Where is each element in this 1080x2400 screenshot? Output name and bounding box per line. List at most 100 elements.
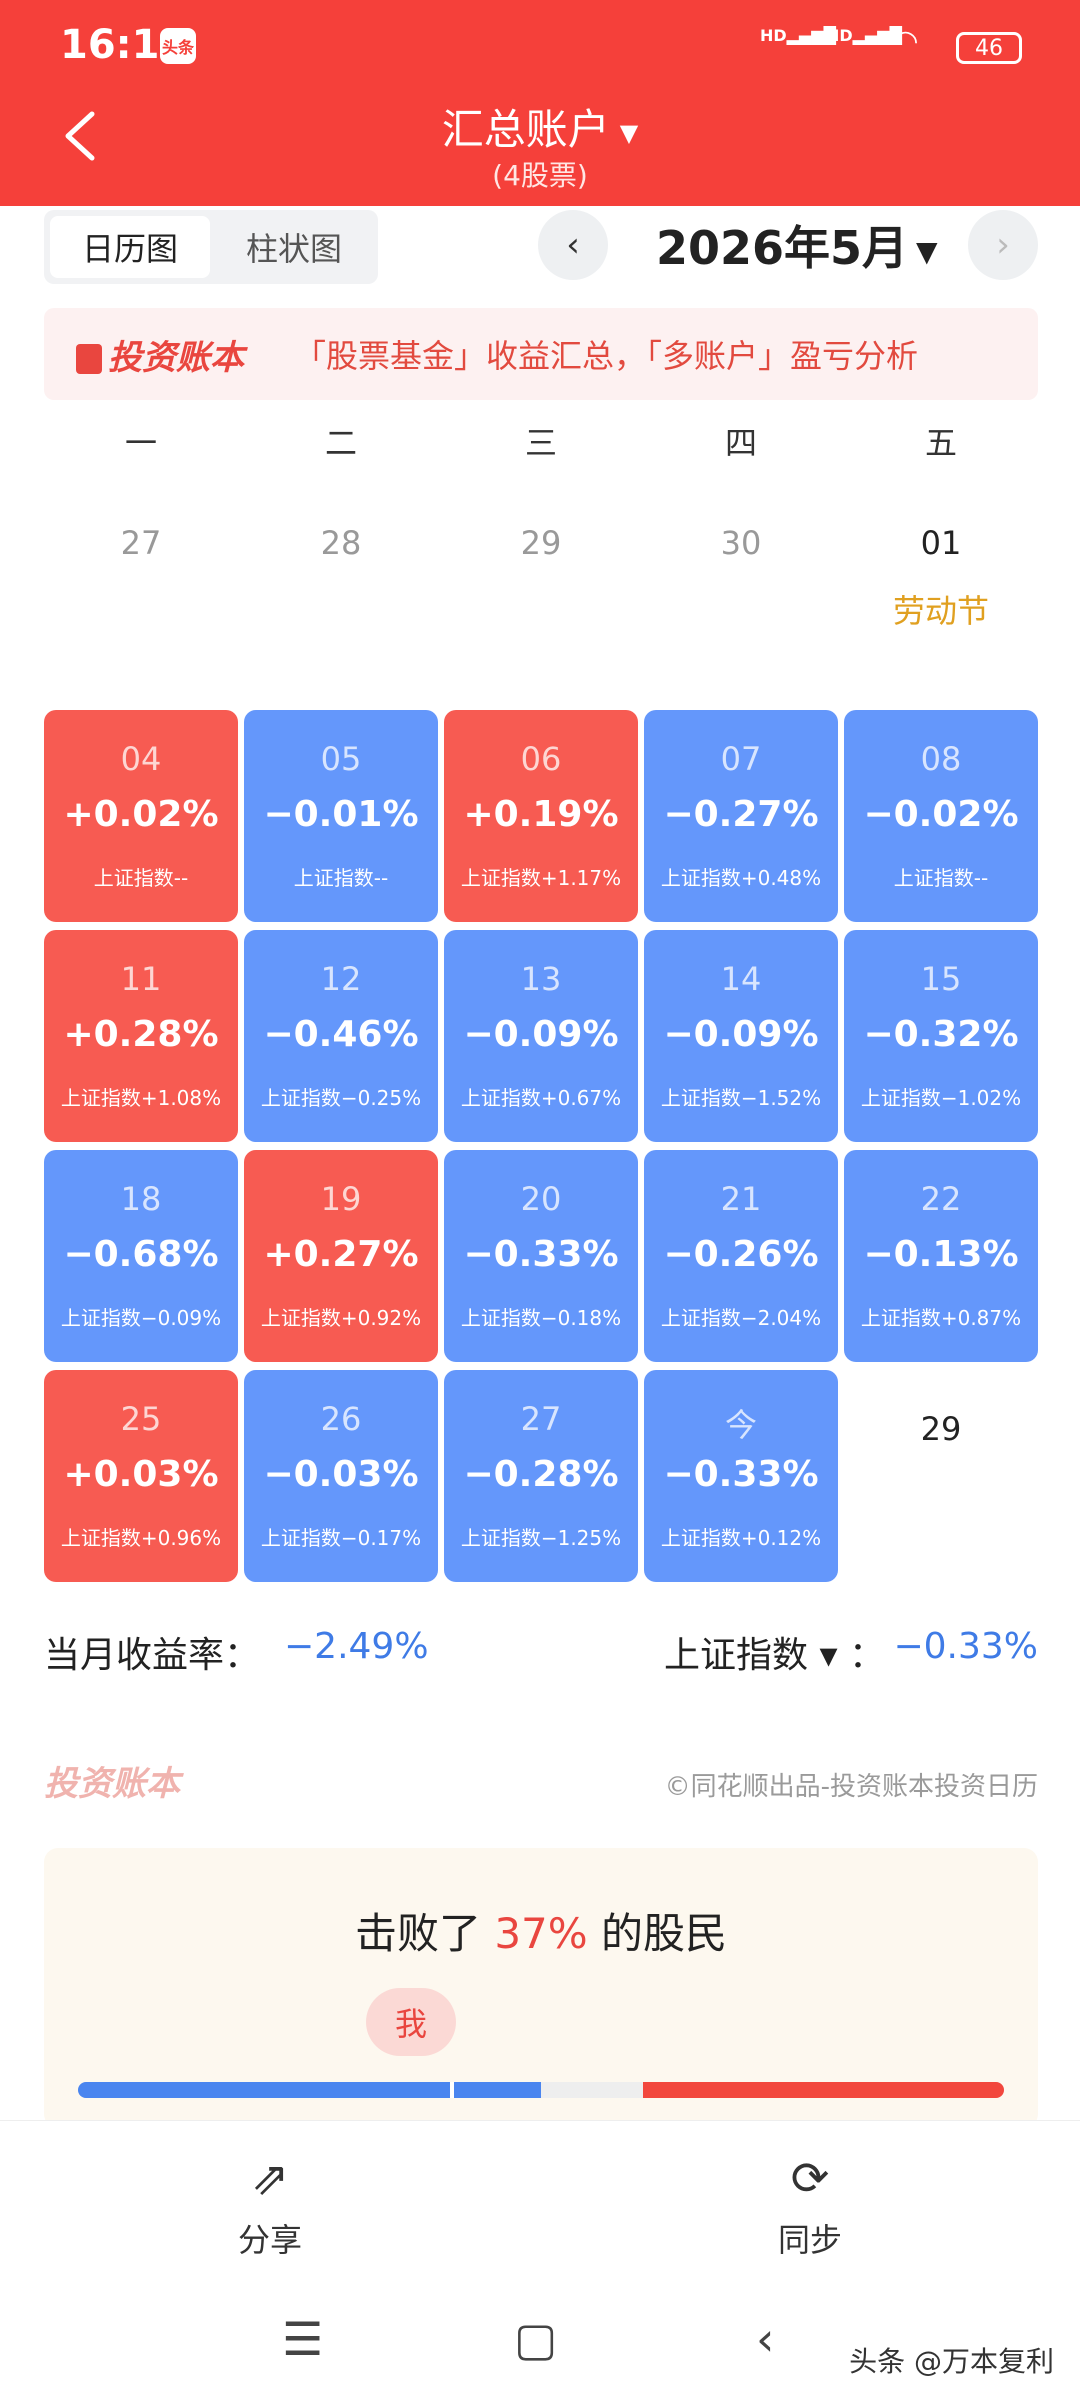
day-index-change: 上证指数+0.67% bbox=[460, 1086, 622, 1110]
promo-banner[interactable]: 投资账本 「股票基金」收益汇总，「多账户」盈亏分析 bbox=[44, 308, 1038, 400]
sync-label: 同步 bbox=[777, 2221, 842, 2259]
prev-month-button[interactable]: ‹ bbox=[538, 210, 608, 280]
day-cell[interactable]: 13 −0.09% 上证指数+0.67% bbox=[444, 930, 638, 1142]
prev-month-day: 28 bbox=[320, 524, 362, 562]
day-return: −0.32% bbox=[863, 1014, 1019, 1055]
day-index-change: 上证指数−1.25% bbox=[460, 1526, 622, 1550]
back-nav-icon[interactable]: ‹ bbox=[756, 2312, 775, 2366]
signal-hd-label-1: HD bbox=[760, 26, 787, 45]
signal-icon-2: HD▂▄▆█ bbox=[826, 26, 902, 45]
battery-icon: 46 bbox=[956, 32, 1022, 64]
day-number: 13 bbox=[520, 960, 562, 998]
beat-headline: 击败了 37% 的股民 bbox=[44, 1900, 1038, 1961]
signal-hd-label-2: HD bbox=[826, 26, 853, 45]
day-number: 21 bbox=[720, 1180, 762, 1218]
watermark: 头条 @万本复利 bbox=[849, 2345, 1054, 2378]
day-return: −0.09% bbox=[663, 1014, 819, 1055]
month-return-label: 当月收益率： bbox=[44, 1635, 261, 1676]
page-title: 汇总账户 bbox=[441, 105, 610, 154]
day-return: −0.46% bbox=[263, 1014, 419, 1055]
signal-icon-1: HD▂▄▆█ bbox=[760, 26, 836, 45]
day-cell[interactable]: 25 +0.03% 上证指数+0.96% bbox=[44, 1370, 238, 1582]
month-selector[interactable]: 2026年5月 ▼ bbox=[656, 212, 938, 278]
day-index-change: 上证指数−0.09% bbox=[60, 1306, 222, 1330]
day-cell[interactable]: 08 −0.02% 上证指数-- bbox=[844, 710, 1038, 922]
day-cell[interactable]: 22 −0.13% 上证指数+0.87% bbox=[844, 1150, 1038, 1362]
home-icon[interactable]: ▢ bbox=[514, 2312, 558, 2366]
weekday-header: 一 二 三 四 五 bbox=[44, 418, 1038, 478]
day-index-change: 上证指数+0.87% bbox=[860, 1306, 1022, 1330]
day-index-change: 上证指数−0.17% bbox=[260, 1526, 422, 1550]
day-cell[interactable]: 19 +0.27% 上证指数+0.92% bbox=[244, 1150, 438, 1362]
beat-investors-card: 击败了 37% 的股民 我 bbox=[44, 1848, 1038, 2128]
day-return: +0.03% bbox=[63, 1454, 219, 1495]
day-number: 12 bbox=[320, 960, 362, 998]
day-index-change: 上证指数−1.02% bbox=[860, 1086, 1022, 1110]
system-navigation-bar: ☰ ▢ ‹ bbox=[0, 2290, 1080, 2400]
day-return: −0.27% bbox=[663, 794, 819, 835]
day-index-change: 上证指数+0.92% bbox=[260, 1306, 422, 1330]
day-index-change: 上证指数+0.96% bbox=[60, 1526, 222, 1550]
day-01[interactable]: 01 bbox=[920, 524, 962, 562]
day-cell[interactable]: 07 −0.27% 上证指数+0.48% bbox=[644, 710, 838, 922]
account-selector[interactable]: 汇总账户 ▼ bbox=[0, 96, 1080, 157]
menu-icon[interactable]: ☰ bbox=[282, 2312, 324, 2366]
day-index-change: 上证指数+1.08% bbox=[60, 1086, 222, 1110]
day-index-change: 上证指数+0.12% bbox=[660, 1526, 822, 1550]
day-index-change: 上证指数+1.17% bbox=[460, 866, 622, 890]
day-cell[interactable]: 27 −0.28% 上证指数−1.25% bbox=[444, 1370, 638, 1582]
day-cell[interactable]: 11 +0.28% 上证指数+1.08% bbox=[44, 930, 238, 1142]
chevron-right-icon: › bbox=[996, 225, 1010, 265]
footer-logo: 投资账本 bbox=[44, 1764, 180, 1804]
sync-button[interactable]: ⟳ 同步 bbox=[710, 2151, 910, 2261]
day-cell[interactable]: 05 −0.01% 上证指数-- bbox=[244, 710, 438, 922]
day-cell[interactable]: 14 −0.09% 上证指数−1.52% bbox=[644, 930, 838, 1142]
day-number: 11 bbox=[120, 960, 162, 998]
day-number: 07 bbox=[720, 740, 762, 778]
day-number: 14 bbox=[720, 960, 762, 998]
back-icon[interactable] bbox=[56, 106, 106, 166]
day-return: −0.28% bbox=[463, 1454, 619, 1495]
day-number: 26 bbox=[320, 1400, 362, 1438]
day-cell[interactable]: 21 −0.26% 上证指数−2.04% bbox=[644, 1150, 838, 1362]
day-index-change: 上证指数−2.04% bbox=[660, 1306, 822, 1330]
beat-percent: 37% bbox=[494, 1909, 588, 1958]
day-return: −0.33% bbox=[463, 1234, 619, 1275]
day-number: 18 bbox=[120, 1180, 162, 1218]
day-return: −0.02% bbox=[863, 794, 1019, 835]
day-cell[interactable]: 12 −0.46% 上证指数−0.25% bbox=[244, 930, 438, 1142]
day-number: 08 bbox=[920, 740, 962, 778]
toutiao-app-icon: 头条 bbox=[160, 28, 196, 64]
index-return-value: −0.33% bbox=[893, 1626, 1038, 1667]
day-29[interactable]: 29 bbox=[920, 1410, 962, 1448]
day-number: 04 bbox=[120, 740, 162, 778]
day-number: 27 bbox=[520, 1400, 562, 1438]
beat-suffix: 的股民 bbox=[587, 1909, 728, 1958]
next-month-button[interactable]: › bbox=[968, 210, 1038, 280]
status-bar: 16:11 头条 HD▂▄▆█ HD▂▄▆█ ◠ 46 bbox=[0, 0, 1080, 96]
day-cell[interactable]: 06 +0.19% 上证指数+1.17% bbox=[444, 710, 638, 922]
banner-logo-text: 投资账本 bbox=[108, 337, 244, 378]
rank-bar bbox=[78, 2082, 1004, 2098]
tab-bar-chart[interactable]: 柱状图 bbox=[245, 230, 342, 268]
day-cell[interactable]: 15 −0.32% 上证指数−1.02% bbox=[844, 930, 1038, 1142]
index-selector[interactable]: 上证指数 ▾ ： bbox=[664, 1635, 885, 1676]
day-cell[interactable]: 20 −0.33% 上证指数−0.18% bbox=[444, 1150, 638, 1362]
day-return: −0.01% bbox=[263, 794, 419, 835]
tab-calendar[interactable]: 日历图 bbox=[50, 216, 210, 278]
day-return: +0.02% bbox=[63, 794, 219, 835]
day-cell[interactable]: 18 −0.68% 上证指数−0.09% bbox=[44, 1150, 238, 1362]
day-return: −0.68% bbox=[63, 1234, 219, 1275]
copyright-text: ©同花顺出品-投资账本投资日历 bbox=[664, 1772, 1038, 1802]
day-cell[interactable]: 今 −0.33% 上证指数+0.12% bbox=[644, 1370, 838, 1582]
day-cell[interactable]: 04 +0.02% 上证指数-- bbox=[44, 710, 238, 922]
ledger-logo-icon bbox=[76, 344, 102, 374]
share-button[interactable]: ⇗ 分享 bbox=[170, 2151, 370, 2261]
share-icon: ⇗ bbox=[250, 2151, 290, 2205]
month-label: 2026年5月 bbox=[656, 221, 909, 275]
weekday-tue: 二 bbox=[324, 424, 357, 462]
day-number: 25 bbox=[120, 1400, 162, 1438]
sync-icon: ⟳ bbox=[790, 2151, 830, 2205]
day-cell[interactable]: 26 −0.03% 上证指数−0.17% bbox=[244, 1370, 438, 1582]
day-index-change: 上证指数-- bbox=[93, 866, 189, 890]
